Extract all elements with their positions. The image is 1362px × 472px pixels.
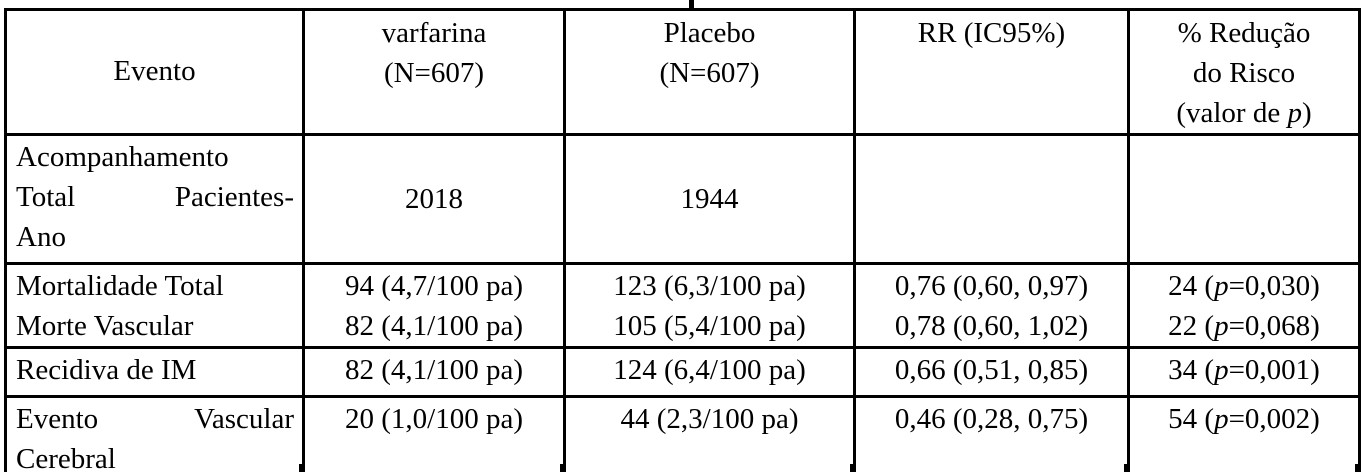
header-varfarina-line2: (N=607) [383, 57, 485, 89]
cell-reducao-vascular-cerebral: 54 (p=0,002) [1127, 395, 1361, 472]
cell-varfarina-acompanhamento: 2018 [302, 133, 566, 265]
cell-reducao-recidiva: 34 (p=0,001) [1127, 346, 1361, 398]
header-rr-label: RR (IC95%) [917, 17, 1066, 49]
header-reducao-line1: % Redução [1177, 17, 1311, 49]
cropped-next-row-border-stub [1124, 464, 1127, 472]
header-reducao-line2: do Risco [1192, 57, 1296, 89]
table-header-row: Evento varfarina (N=607) Placebo (N=607)… [4, 8, 1361, 136]
clinical-results-table: Evento varfarina (N=607) Placebo (N=607)… [4, 8, 1361, 472]
cell-evento-mortalidade-grupo: Mortalidade Total Morte Vascular [4, 262, 305, 349]
cell-evento-recidiva: Recidiva de IM [4, 346, 305, 398]
cell-reducao-mortalidade-grupo: 24 (p=0,030) 22 (p=0,068) [1127, 262, 1361, 349]
p-value-symbol: p [1287, 97, 1302, 129]
table-row-mortalidade-morte-vascular: Mortalidade Total Morte Vascular 94 (4,7… [4, 262, 1361, 349]
cropped-caption-descender-mark [689, 0, 694, 8]
cell-rr-recidiva: 0,66 (0,51, 0,85) [853, 346, 1130, 398]
cell-reducao-acompanhamento [1127, 133, 1361, 265]
cell-placebo-vascular-cerebral: 44 (2,3/100 pa) [563, 395, 856, 472]
cell-varfarina-vascular-cerebral: 20 (1,0/100 pa) [302, 395, 566, 472]
cropped-next-row-border-stub [1355, 464, 1358, 472]
table-row-recidiva-im: Recidiva de IM 82 (4,1/100 pa) 124 (6,4/… [4, 346, 1361, 398]
table-row-acompanhamento: Acompanhamento Total Pacientes- Ano 2018… [4, 133, 1361, 265]
header-placebo: Placebo (N=607) [563, 8, 856, 136]
header-reducao-risco: % Redução do Risco (valor de p) [1127, 8, 1361, 136]
cropped-next-row-border-stub [299, 464, 302, 472]
header-varfarina: varfarina (N=607) [302, 8, 566, 136]
cell-varfarina-recidiva: 82 (4,1/100 pa) [302, 346, 566, 398]
header-rr: RR (IC95%) [853, 8, 1130, 136]
header-placebo-line2: (N=607) [659, 57, 760, 89]
cropped-next-row-border-stub [850, 464, 853, 472]
p-value-symbol: p [1214, 354, 1229, 386]
header-placebo-line1: Placebo [663, 17, 756, 49]
p-value-symbol: p [1214, 403, 1229, 435]
header-evento-label: Evento [113, 55, 196, 87]
cell-rr-acompanhamento [853, 133, 1130, 265]
cell-placebo-mortalidade-grupo: 123 (6,3/100 pa) 105 (5,4/100 pa) [563, 262, 856, 349]
cell-evento-acompanhamento: Acompanhamento Total Pacientes- Ano [4, 133, 305, 265]
cell-rr-mortalidade-grupo: 0,76 (0,60, 0,97) 0,78 (0,60, 1,02) [853, 262, 1130, 349]
header-reducao-line3: (valor de p) [1176, 97, 1312, 129]
cell-varfarina-mortalidade-grupo: 94 (4,7/100 pa) 82 (4,1/100 pa) [302, 262, 566, 349]
table-row-evento-vascular-cerebral: Evento Vascular Cerebral 20 (1,0/100 pa)… [4, 395, 1361, 472]
cell-placebo-acompanhamento: 1944 [563, 133, 856, 265]
header-varfarina-line1: varfarina [381, 17, 487, 49]
cropped-next-row-border-stub [560, 464, 563, 472]
cell-placebo-recidiva: 124 (6,4/100 pa) [563, 346, 856, 398]
cell-evento-vascular-cerebral: Evento Vascular Cerebral [4, 395, 305, 472]
header-evento: Evento [4, 8, 305, 136]
p-value-symbol: p [1214, 270, 1229, 302]
cell-rr-vascular-cerebral: 0,46 (0,28, 0,75) [853, 395, 1130, 472]
cropped-next-row-border-stub [4, 464, 7, 472]
p-value-symbol: p [1214, 310, 1229, 342]
